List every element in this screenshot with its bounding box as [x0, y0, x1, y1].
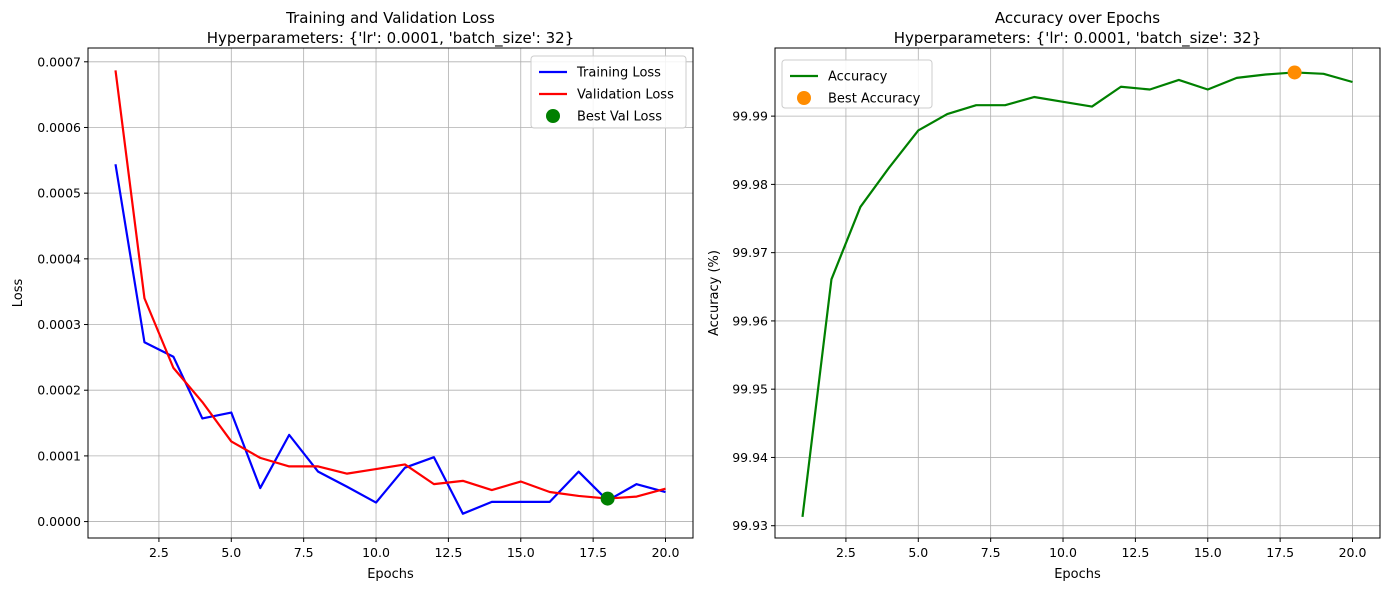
- x-tick-label: 15.0: [507, 545, 535, 560]
- series-marker-best-val-loss: [600, 491, 615, 506]
- y-axis-label: Loss: [11, 279, 26, 308]
- y-tick-label: 99.99: [732, 109, 768, 124]
- x-tick-label: 7.5: [294, 545, 314, 560]
- x-tick-label: 7.5: [981, 545, 1001, 560]
- legend-swatch: [797, 91, 811, 105]
- y-tick-label: 99.97: [732, 245, 768, 260]
- y-tick-label: 99.96: [732, 313, 768, 328]
- y-tick-label: 0.0004: [37, 251, 81, 266]
- legend: Training Loss Validation Loss Best Val Los…: [530, 55, 687, 129]
- y-tick-label: 0.0002: [37, 383, 81, 398]
- x-tick-label: 15.0: [1194, 545, 1222, 560]
- x-tick-label: 2.5: [836, 545, 856, 560]
- chart-title: Accuracy over Epochs: [995, 9, 1160, 27]
- axes-frame: [774, 47, 1381, 539]
- y-axis-label: Accuracy (%): [707, 250, 722, 336]
- x-tick-label: 17.5: [579, 545, 607, 560]
- y-tick-label: 99.93: [732, 518, 768, 533]
- legend-box: [530, 55, 687, 129]
- y-tick-label: 0.0003: [37, 317, 81, 332]
- series-line-accuracy: [801, 71, 1353, 517]
- x-tick-label: 2.5: [149, 545, 169, 560]
- x-tick-label: 17.5: [1266, 545, 1294, 560]
- legend: Accuracy Best Accuracy: [781, 59, 933, 109]
- legend-entry: Accuracy: [828, 70, 888, 85]
- x-tick-label: 12.5: [434, 545, 462, 560]
- x-axis-label: Epochs: [367, 567, 414, 582]
- legend-box: [781, 59, 933, 109]
- x-tick-label: 12.5: [1121, 545, 1149, 560]
- series-line-validation-loss: [114, 70, 666, 500]
- x-tick-label: 10.0: [1049, 545, 1077, 560]
- x-tick-label: 20.0: [652, 545, 680, 560]
- x-tick-label: 10.0: [362, 545, 390, 560]
- y-tick-label: 0.0006: [37, 120, 81, 135]
- x-tick-label: 5.0: [908, 545, 928, 560]
- legend-entry: Best Accuracy: [828, 92, 921, 107]
- legend-entry: Validation Loss: [577, 88, 674, 103]
- series-marker-best-accuracy: [1287, 65, 1302, 80]
- y-tick-label: 0.0007: [37, 54, 81, 69]
- chart-subtitle: Hyperparameters: {'lr': 0.0001, 'batch_s…: [894, 29, 1262, 48]
- series-line-training-loss: [114, 164, 666, 515]
- y-tick-label: 99.98: [732, 177, 768, 192]
- chart-subtitle: Hyperparameters: {'lr': 0.0001, 'batch_s…: [207, 29, 575, 48]
- chart-title: Training and Validation Loss: [285, 9, 495, 27]
- legend-swatch: [546, 109, 560, 123]
- y-tick-label: 0.0001: [37, 448, 81, 463]
- legend-entry: Best Val Loss: [577, 110, 662, 125]
- y-tick-label: 0.0005: [37, 186, 81, 201]
- x-axis-label: Epochs: [1054, 567, 1101, 582]
- y-tick-label: 99.94: [732, 450, 768, 465]
- x-tick-label: 5.0: [221, 545, 241, 560]
- x-tick-label: 20.0: [1339, 545, 1367, 560]
- legend-entry: Training Loss: [576, 66, 661, 81]
- y-tick-label: 99.95: [732, 382, 768, 397]
- axes-frame: [87, 47, 694, 539]
- y-tick-label: 0.0000: [37, 514, 81, 529]
